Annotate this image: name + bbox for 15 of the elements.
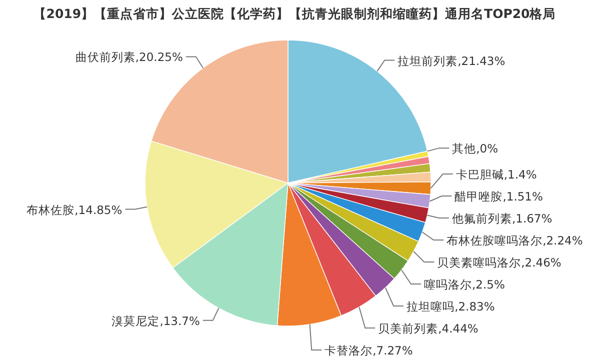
slice-label: 卡替洛尔,7.27% [324, 344, 413, 358]
slice-label: 曲伏前列素,20.25% [75, 50, 183, 64]
slice-label: 他氟前列素,1.67% [452, 212, 552, 226]
chart-title: 【2019】【重点省市】公立医院【化学药】【抗青光眼制剂和缩瞳药】通用名TOP20格局 [33, 6, 556, 21]
slice-label: 布林佐胺,14.85% [26, 202, 122, 217]
slice-label: 贝美前列素,4.44% [378, 322, 478, 336]
slice-label: 布林佐胺噻吗洛尔,2.24% [446, 234, 583, 248]
slice-label: 卡巴胆碱,1.4% [456, 168, 537, 182]
slice-label: 溴莫尼定,13.7% [112, 314, 200, 328]
slice-label: 贝美素噻吗洛尔,2.46% [437, 256, 562, 270]
slice-label: 拉坦前列素,21.43% [398, 54, 506, 68]
slice-label: 拉坦噻吗,2.83% [406, 300, 495, 314]
slice-label: 噻吗洛尔,2.5% [424, 278, 505, 292]
legend-label: 其他,0% [452, 142, 498, 156]
slice-label: 醋甲唑胺,1.51% [454, 190, 543, 204]
